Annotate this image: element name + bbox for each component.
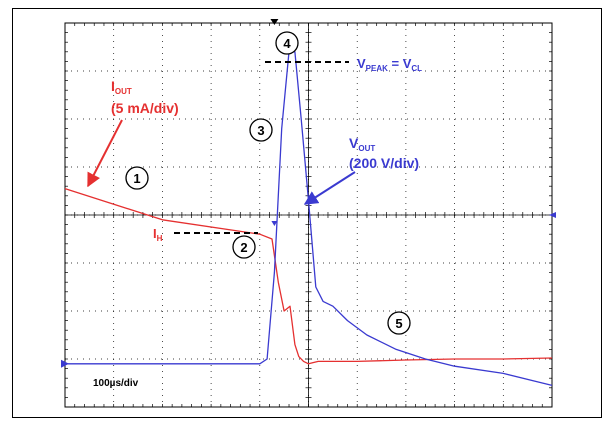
marker-3: 3 — [249, 118, 273, 142]
marker-1: 1 — [125, 166, 149, 190]
callouts — [87, 61, 356, 234]
ih-label: IH — [153, 226, 163, 243]
ih-label-main: I — [153, 226, 157, 241]
vout-label-main: V — [349, 135, 359, 151]
vout-trace — [65, 51, 553, 387]
iout-label-main: I — [111, 78, 115, 94]
marker-3-label: 3 — [257, 123, 264, 138]
trigger-position-marker — [270, 19, 279, 25]
trigger-indicator — [271, 221, 278, 226]
vout-label: VOUT — [349, 135, 375, 153]
grid — [64, 22, 553, 408]
trigger-level-marker — [549, 212, 556, 218]
marker-2: 2 — [232, 235, 256, 259]
iout-label-sub: OUT — [115, 87, 132, 96]
marker-5: 5 — [387, 311, 411, 335]
ih-label-sub: H — [157, 234, 163, 243]
marker-5-label: 5 — [395, 316, 402, 331]
figure-frame — [12, 8, 602, 418]
iout-trace — [64, 187, 553, 365]
vpeak-v: V — [357, 56, 366, 71]
vcl-v: V — [403, 56, 412, 71]
marker-1-label: 1 — [133, 171, 140, 186]
iout-arrow — [87, 119, 123, 188]
vout-arrow — [303, 171, 356, 205]
vpeak-eq: = — [388, 56, 403, 71]
iout-label: IOUT — [111, 78, 132, 96]
vout-ground-marker — [61, 359, 69, 368]
traces — [64, 51, 553, 387]
marker-4-label: 4 — [283, 36, 291, 51]
vout-label-sub: OUT — [358, 144, 375, 153]
scope-markers — [61, 19, 556, 368]
vpeak-label: VPEAK = VCL — [357, 56, 422, 73]
vcl-sub: CL — [411, 64, 422, 73]
timebase-label: 100µs/div — [93, 378, 139, 389]
marker-4: 4 — [275, 31, 299, 55]
iout-scale: (5 mA/div) — [111, 100, 179, 116]
vout-scale: (200 V/div) — [349, 155, 419, 171]
vpeak-sub: PEAK — [366, 64, 388, 73]
marker-2-label: 2 — [240, 240, 247, 255]
